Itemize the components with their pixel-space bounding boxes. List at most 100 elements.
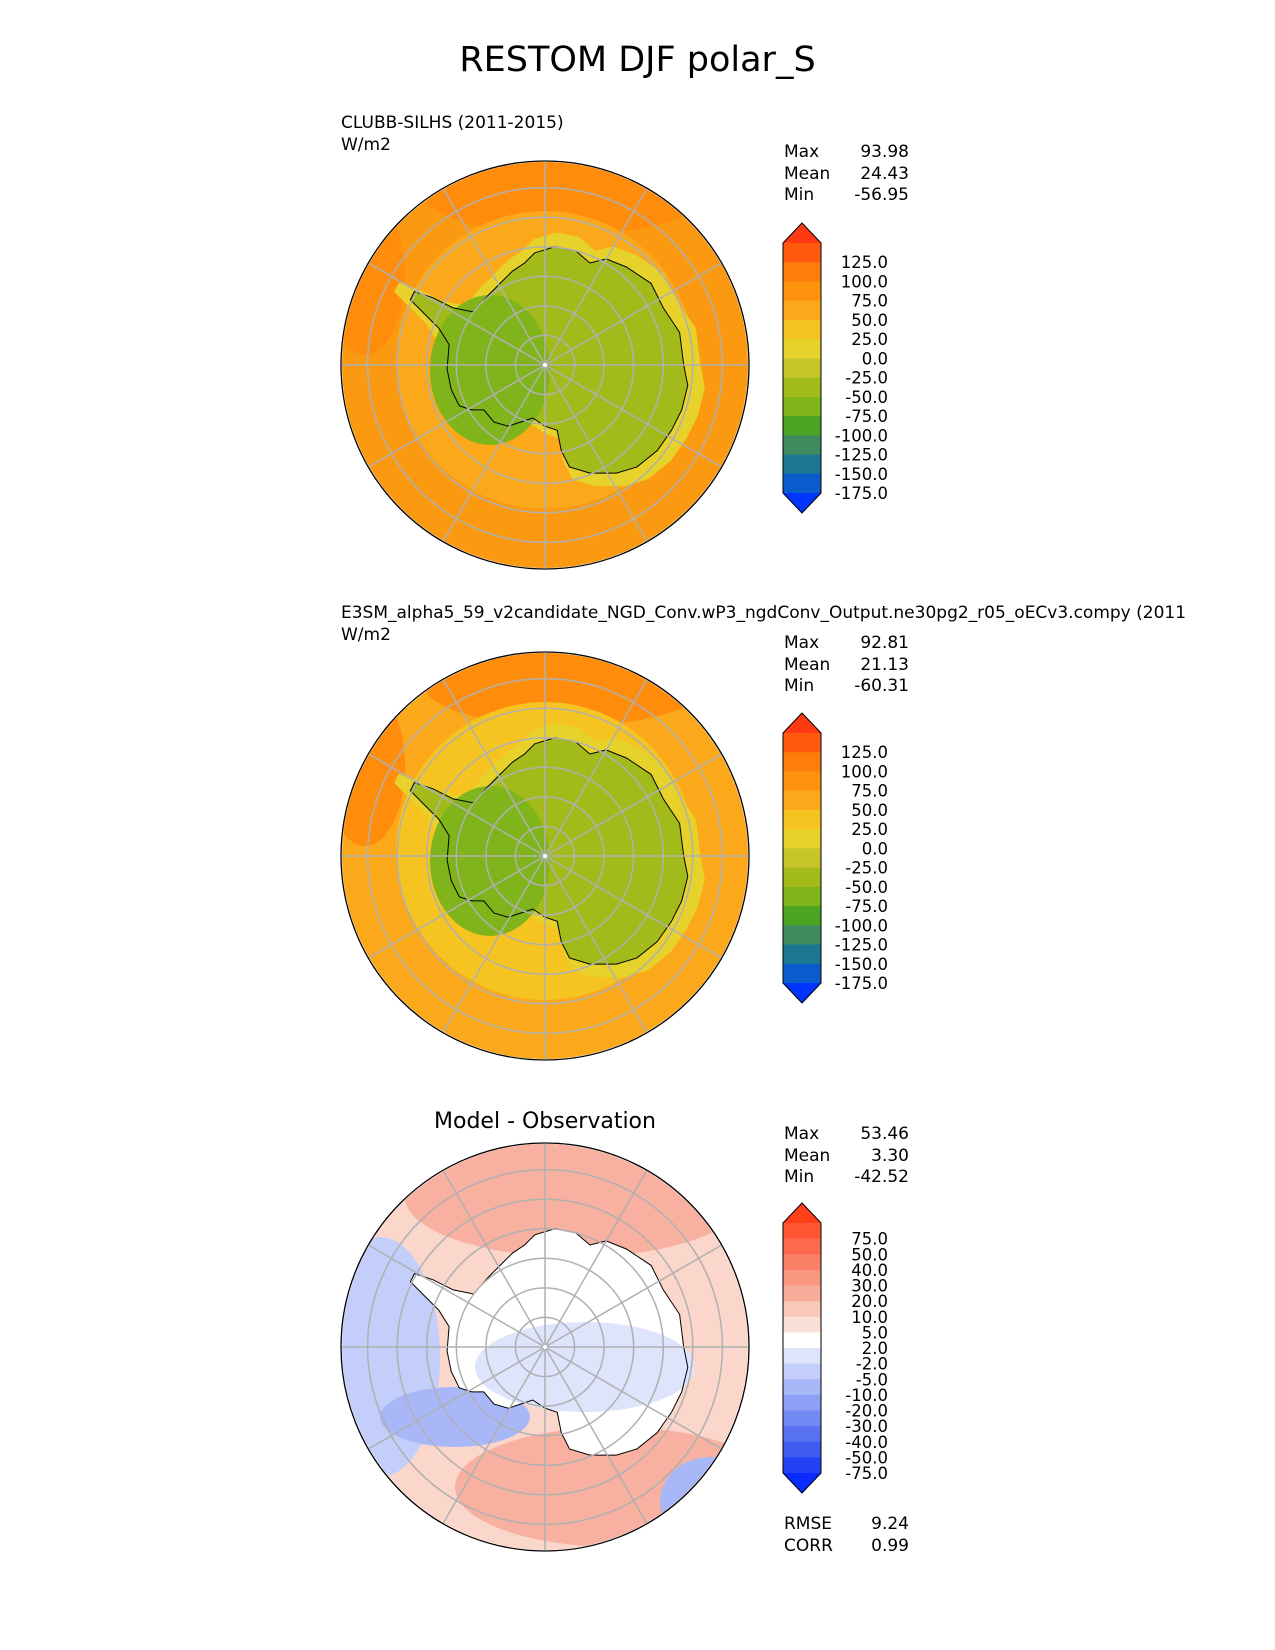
- coastline: [409, 1228, 689, 1456]
- colorbar-band: [783, 454, 821, 475]
- meridian-line: [367, 1244, 546, 1348]
- colorbar-band: [783, 733, 821, 753]
- stat-row: Max 92.81: [784, 633, 909, 655]
- colorbar-band: [783, 1426, 821, 1443]
- colorbar-band: [783, 377, 821, 398]
- stat-value: 24.43: [860, 163, 909, 184]
- stat-label: Max: [784, 1124, 820, 1144]
- meridian-line: [544, 855, 648, 1034]
- stat-label: Mean: [784, 1145, 831, 1166]
- colorbar-tick-label: 30.0: [851, 1277, 888, 1296]
- panel-2-title: E3SM_alpha5_59_v2candidate_NGD_Conv.wP3_…: [341, 602, 1186, 646]
- stat-value: 21.13: [860, 654, 909, 675]
- colorbar-tick-label: 75.0: [851, 292, 888, 311]
- panel-1-stats: Max 93.98 Mean 24.43 Min -56.95: [784, 142, 909, 207]
- colorbar-band: [783, 944, 821, 965]
- colorbar-tick-label: -75.0: [845, 407, 888, 426]
- colorbar-band: [783, 358, 821, 379]
- stat-row: Mean 3.30: [784, 1146, 909, 1168]
- colorbar-band: [783, 963, 821, 984]
- stat-label: Max: [784, 142, 820, 162]
- meridian-line: [367, 1346, 546, 1450]
- metric-label: CORR: [784, 1535, 833, 1556]
- colorbar-tick-label: -10.0: [845, 1386, 888, 1405]
- colorbar-tick-label: -30.0: [845, 1417, 888, 1436]
- meridian-line: [442, 678, 546, 857]
- colorbar-tick-label: 50.0: [851, 801, 888, 820]
- stat-row: Mean 21.13: [784, 655, 909, 677]
- panel-3-metrics: RMSE 9.24 CORR 0.99: [784, 1514, 909, 1557]
- stat-label: Mean: [784, 654, 831, 675]
- stat-label: Min: [784, 185, 815, 205]
- colorbar-band: [783, 1285, 821, 1302]
- panel-1-colorbar: 125.0100.075.050.025.00.0-25.0-50.0-75.0…: [782, 222, 888, 514]
- colorbar-tick-label: -175.0: [835, 484, 888, 503]
- panel-2-title-line-1: E3SM_alpha5_59_v2candidate_NGD_Conv.wP3_…: [341, 603, 1187, 623]
- stat-row: Mean 24.43: [784, 164, 909, 186]
- diff-band-weak-negative: [475, 1322, 695, 1412]
- panel-3-stats: Max 53.46 Mean 3.30 Min -42.52: [784, 1124, 909, 1189]
- meridian-line: [442, 364, 546, 543]
- panel-1-units: W/m2: [341, 135, 391, 155]
- colorbar-band: [783, 1363, 821, 1380]
- panel-1-map: [340, 160, 750, 570]
- colorbar-tick-label: 25.0: [851, 820, 888, 839]
- metric-label: RMSE: [784, 1514, 833, 1534]
- stat-value: -56.95: [854, 185, 909, 205]
- meridian-line: [544, 678, 648, 857]
- colorbar-extend-max: [783, 1203, 821, 1223]
- colorbar-tick-label: 50.0: [851, 311, 888, 330]
- meridian-line: [544, 1244, 723, 1348]
- metric-value: 9.24: [871, 1514, 909, 1534]
- stat-value: -60.31: [854, 676, 909, 696]
- meridian-line: [544, 1346, 723, 1450]
- colorbar-band: [783, 473, 821, 494]
- colorbar-band: [783, 771, 821, 792]
- stat-value: 53.46: [860, 1124, 909, 1144]
- colorbar-tick-label: 0.0: [862, 349, 888, 368]
- colorbar-tick-label: -125.0: [835, 936, 888, 955]
- colorbar-tick-label: -75.0: [845, 897, 888, 916]
- stat-row: Min -60.31: [784, 676, 909, 698]
- colorbar-band: [783, 1254, 821, 1271]
- colorbar-band: [783, 416, 821, 436]
- stat-value: 3.30: [871, 1145, 909, 1166]
- panel-2-units: W/m2: [341, 625, 391, 645]
- colorbar-tick-label: -25.0: [845, 859, 888, 878]
- colorbar-band: [783, 829, 821, 849]
- colorbar-band: [783, 300, 821, 321]
- panel-3-map: [340, 1142, 750, 1552]
- pole-marker: [543, 1345, 547, 1349]
- stat-row: Max 93.98: [784, 142, 909, 164]
- stat-label: Min: [784, 676, 815, 696]
- colorbar-band: [783, 925, 821, 946]
- stat-label: Mean: [784, 163, 831, 184]
- colorbar-tick-label: 125.0: [841, 253, 888, 272]
- colorbar-tick-label: 5.0: [862, 1323, 888, 1342]
- meridian-line: [367, 753, 546, 857]
- metric-row: CORR 0.99: [784, 1536, 909, 1558]
- stat-row: Min -56.95: [784, 185, 909, 207]
- colorbar-tick-label: 2.0: [862, 1339, 888, 1358]
- colorbar-tick-label: -20.0: [845, 1402, 888, 1421]
- colorbar-extend-min: [783, 493, 821, 513]
- colorbar-extend-max: [783, 223, 821, 243]
- map-boundary: [340, 1142, 750, 1552]
- colorbar-tick-label: -100.0: [835, 426, 888, 445]
- meridian-line: [442, 187, 546, 366]
- map-boundary: [340, 160, 750, 570]
- colorbar-tick-label: 10.0: [851, 1308, 888, 1327]
- panel-1-title: CLUBB-SILHS (2011-2015) W/m2: [341, 112, 564, 156]
- colorbar-band: [783, 1457, 821, 1474]
- colorbar-band: [783, 319, 821, 340]
- panel-2-colorbar: 125.0100.075.050.025.00.0-25.0-50.0-75.0…: [782, 712, 888, 1004]
- colorbar-tick-label: -100.0: [835, 916, 888, 935]
- meridian-line: [367, 855, 546, 959]
- colorbar-tick-label: 100.0: [841, 272, 888, 291]
- colorbar-tick-label: 125.0: [841, 743, 888, 762]
- colorbar-band: [783, 262, 821, 282]
- colorbar-band: [783, 435, 821, 456]
- colorbar-band: [783, 243, 821, 263]
- stat-value: 93.98: [860, 142, 909, 162]
- meridian-line: [442, 1169, 546, 1348]
